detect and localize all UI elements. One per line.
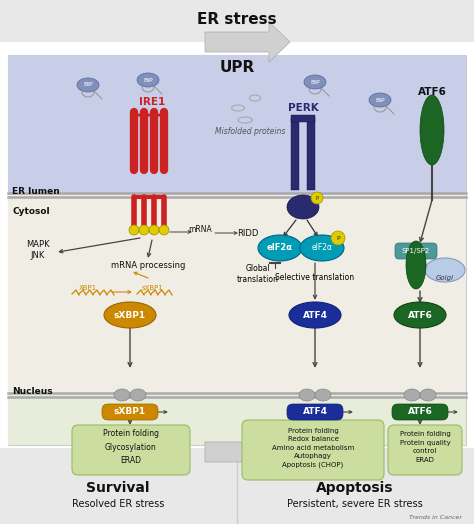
Text: P: P [315, 195, 319, 201]
Text: MAPK
JNK: MAPK JNK [26, 241, 50, 260]
Bar [8, 55, 466, 445]
Text: ATF4: ATF4 [302, 408, 328, 417]
Text: ATF4: ATF4 [302, 311, 328, 320]
FancyBboxPatch shape [287, 404, 343, 420]
Ellipse shape [289, 302, 341, 328]
FancyBboxPatch shape [392, 404, 448, 420]
Text: ATF6: ATF6 [418, 87, 447, 97]
Ellipse shape [159, 225, 169, 235]
Text: UPR: UPR [219, 60, 255, 75]
Ellipse shape [287, 195, 319, 219]
Text: ER lumen: ER lumen [12, 187, 60, 196]
Ellipse shape [404, 389, 420, 401]
Ellipse shape [425, 258, 465, 282]
Text: Nucleus: Nucleus [12, 387, 53, 396]
Text: Survival: Survival [86, 481, 150, 495]
Text: ATF6: ATF6 [408, 311, 432, 320]
Text: XBP1: XBP1 [79, 285, 97, 291]
Text: Golgi: Golgi [436, 275, 454, 281]
Bar [291, 118, 299, 190]
Text: RIDD: RIDD [237, 228, 259, 237]
Ellipse shape [331, 231, 345, 245]
Ellipse shape [149, 225, 159, 235]
Ellipse shape [114, 389, 130, 401]
Text: PERK: PERK [288, 103, 319, 113]
Bar [8, 55, 466, 195]
Bar [307, 118, 315, 190]
FancyBboxPatch shape [72, 425, 190, 475]
Text: Protein folding
Redox balance
Amino acid metabolism
Autophagy
Apoptosis (CHOP): Protein folding Redox balance Amino acid… [272, 428, 354, 468]
Text: Global
translation: Global translation [237, 264, 279, 283]
FancyBboxPatch shape [388, 425, 462, 475]
Ellipse shape [420, 389, 436, 401]
Ellipse shape [420, 95, 444, 165]
Text: Misfolded proteins: Misfolded proteins [215, 127, 285, 136]
Text: Cytosol: Cytosol [12, 207, 50, 216]
Bar [8, 395, 466, 445]
Text: BiP: BiP [143, 78, 153, 82]
Ellipse shape [77, 78, 99, 92]
Ellipse shape [137, 73, 159, 87]
Text: BiP: BiP [375, 97, 385, 103]
Ellipse shape [104, 302, 156, 328]
Ellipse shape [139, 225, 149, 235]
Text: Protein folding
Protein quality
control
ERAD: Protein folding Protein quality control … [400, 431, 450, 463]
Text: sXBP1: sXBP1 [114, 311, 146, 320]
Ellipse shape [300, 235, 344, 261]
FancyBboxPatch shape [102, 404, 158, 420]
Text: Trends in Cancer: Trends in Cancer [409, 515, 462, 520]
Bar [8, 195, 466, 395]
Text: BiP: BiP [83, 82, 93, 88]
Text: ER stress: ER stress [197, 13, 277, 27]
Ellipse shape [406, 241, 426, 289]
Bar [0, 0, 474, 42]
Ellipse shape [311, 192, 323, 204]
Ellipse shape [315, 389, 331, 401]
Ellipse shape [369, 93, 391, 107]
Text: eIF2α: eIF2α [267, 244, 293, 253]
Ellipse shape [129, 225, 139, 235]
Bar [291, 115, 315, 122]
Text: Persistent, severe ER stress: Persistent, severe ER stress [287, 499, 423, 509]
Text: Resolved ER stress: Resolved ER stress [72, 499, 164, 509]
Polygon shape [205, 22, 290, 62]
Ellipse shape [304, 75, 326, 89]
Text: IRE1: IRE1 [139, 97, 165, 107]
Text: mRNA: mRNA [188, 225, 212, 235]
FancyBboxPatch shape [395, 243, 437, 259]
Text: BiP: BiP [310, 80, 320, 84]
Text: mRNA processing: mRNA processing [111, 260, 185, 269]
Ellipse shape [394, 302, 446, 328]
Text: Protein folding
Glycosylation
ERAD: Protein folding Glycosylation ERAD [103, 429, 159, 465]
Ellipse shape [258, 235, 302, 261]
Text: sXBP1: sXBP1 [114, 408, 146, 417]
Ellipse shape [130, 389, 146, 401]
FancyBboxPatch shape [242, 420, 384, 480]
Bar [0, 448, 474, 524]
Polygon shape [205, 432, 290, 472]
Text: sXBP1: sXBP1 [142, 285, 164, 291]
Text: P: P [336, 235, 340, 241]
Ellipse shape [299, 389, 315, 401]
Text: Apoptosis: Apoptosis [316, 481, 394, 495]
Text: eIF2α: eIF2α [311, 244, 332, 253]
Text: Selective translation: Selective translation [275, 274, 355, 282]
Text: ATF6: ATF6 [408, 408, 432, 417]
Text: SP1/SP2: SP1/SP2 [402, 248, 430, 254]
